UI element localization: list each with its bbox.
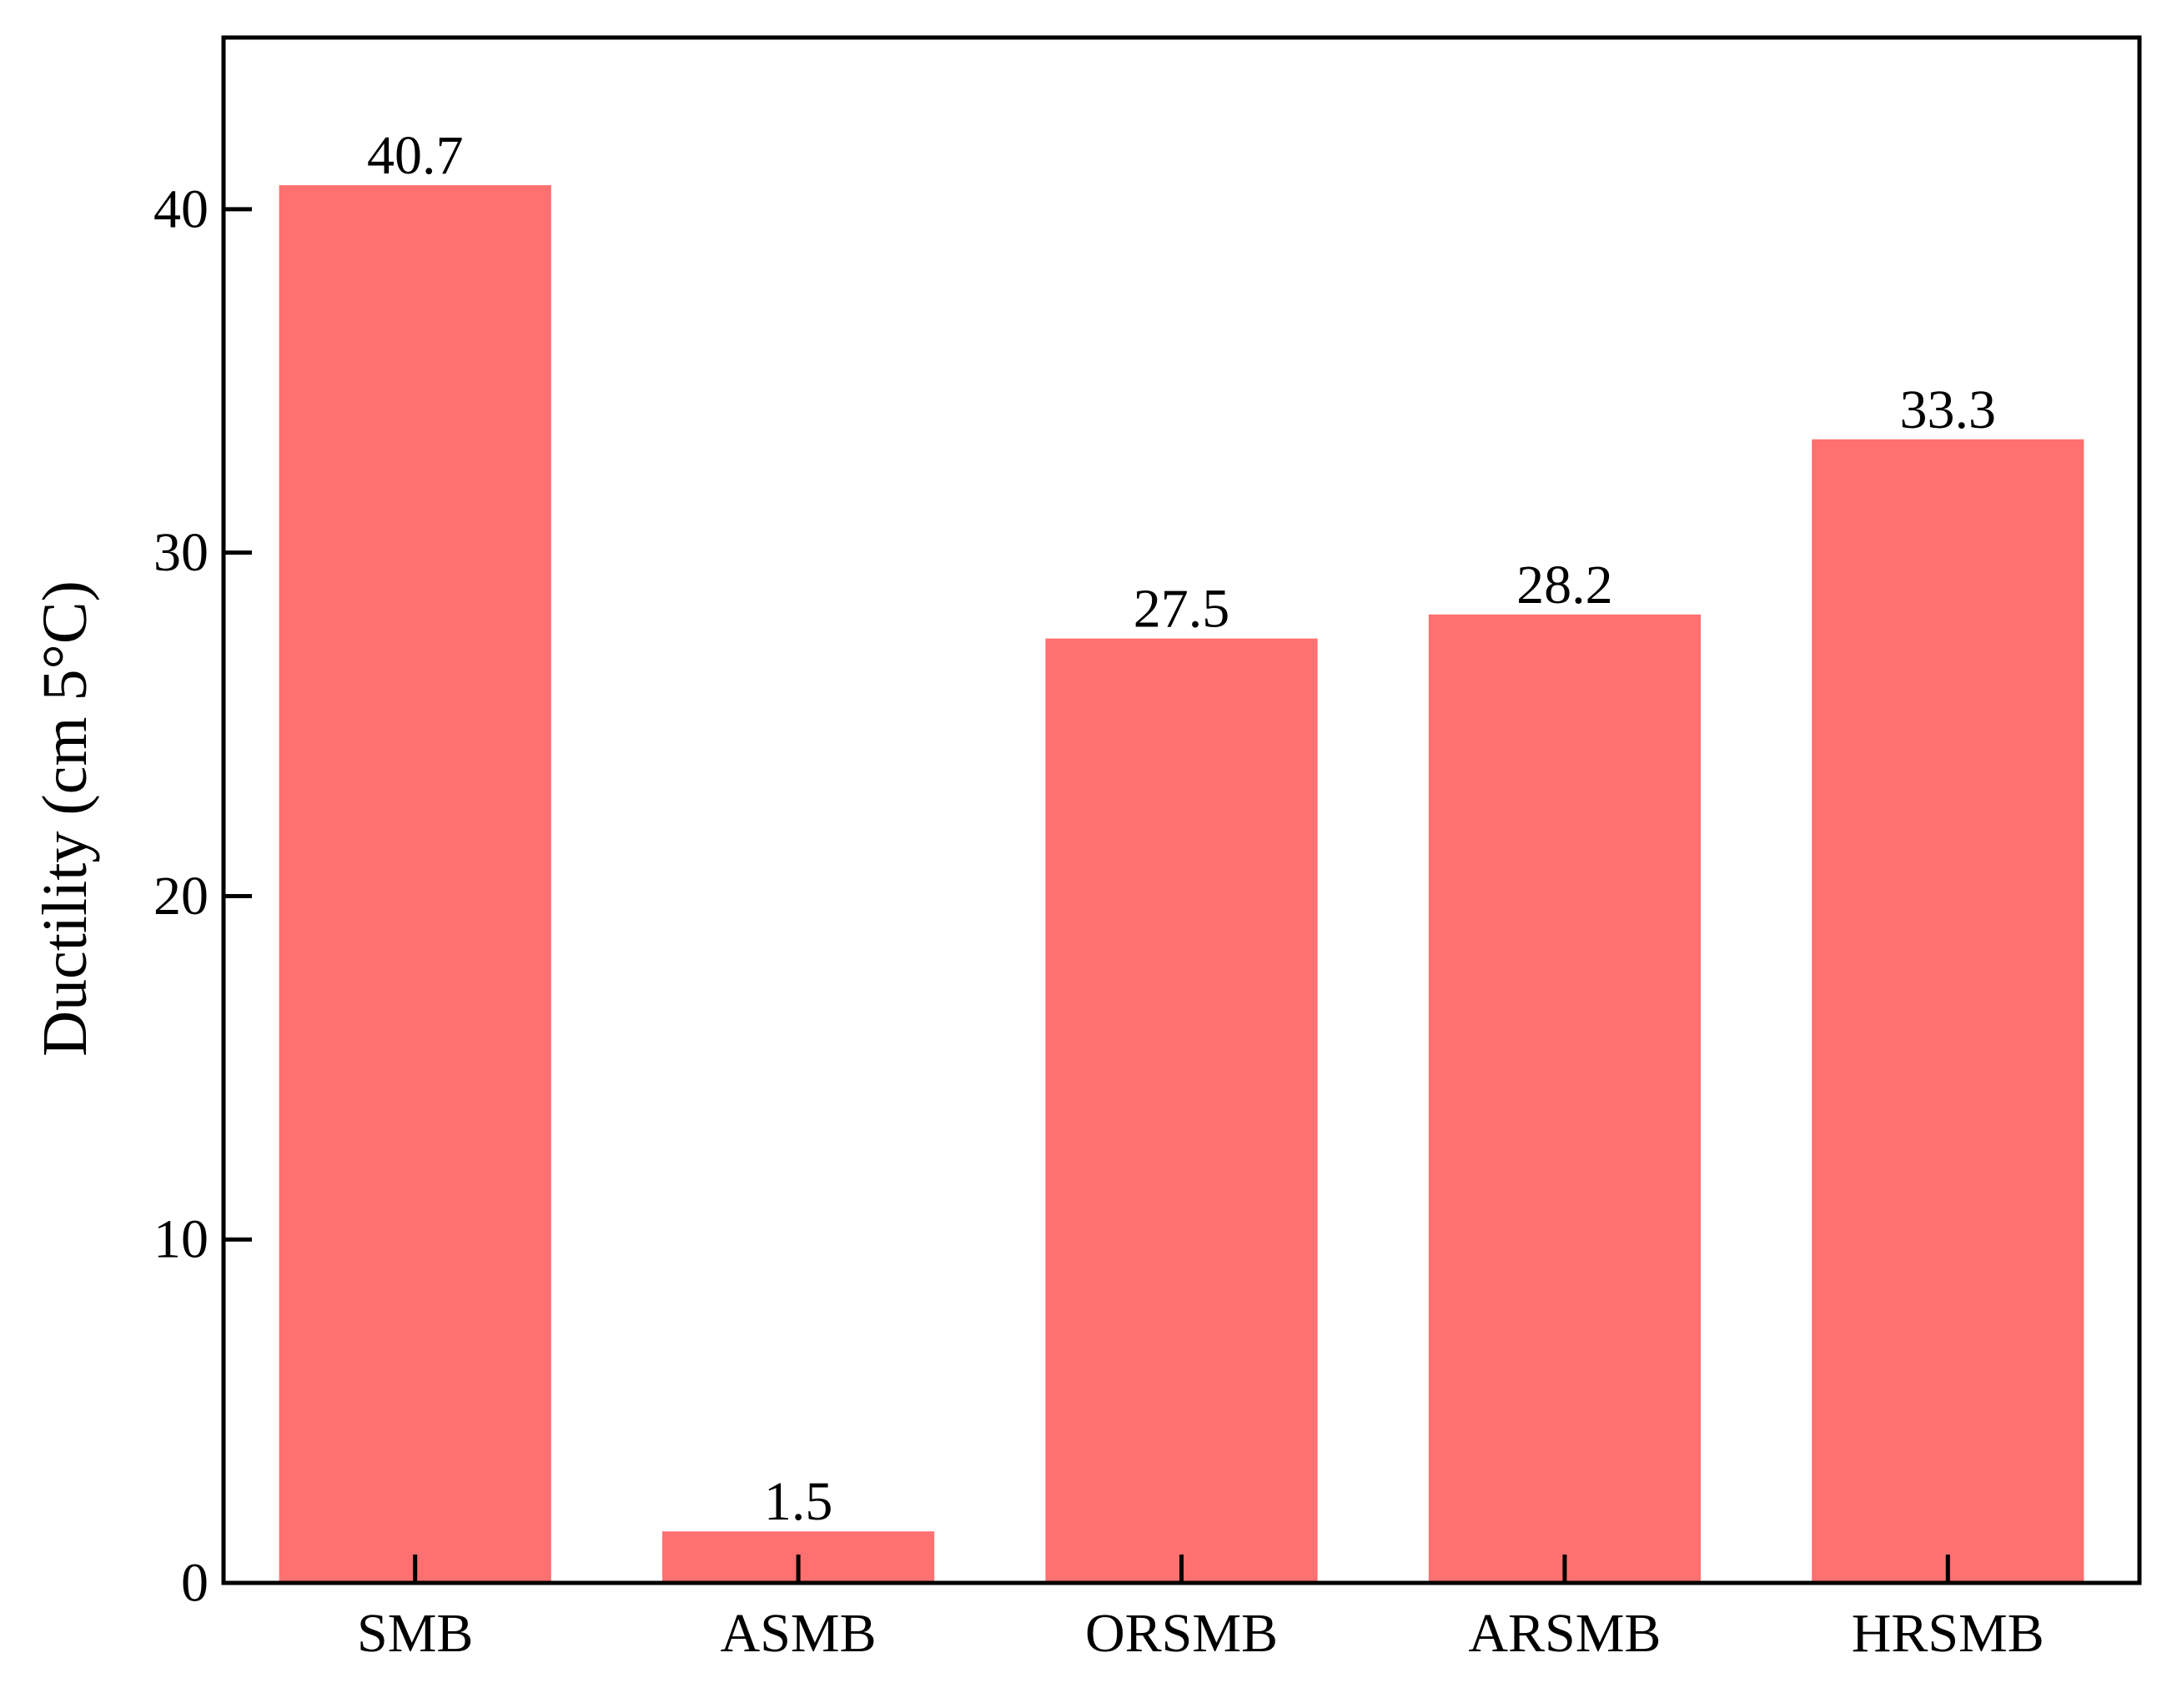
bar-orsmb xyxy=(1045,638,1318,1583)
data-label-orsmb: 27.5 xyxy=(1134,579,1230,640)
y-tick-label-0: 0 xyxy=(181,1553,209,1614)
x-tick-label-hrsmb: HRSMB xyxy=(1852,1603,2044,1664)
labels-layer: SMB 40.7 ASMB 1.5 ORSMB 27.5 ARSMB 28.2 HRSMB 33.… xyxy=(153,125,2044,1664)
bars-layer xyxy=(279,185,2084,1584)
y-tick-label-10: 10 xyxy=(153,1209,209,1270)
data-label-asmb: 1.5 xyxy=(764,1471,833,1532)
data-label-hrsmb: 33.3 xyxy=(1900,379,1997,440)
bar-smb xyxy=(279,185,551,1583)
x-tick-label-orsmb: ORSMB xyxy=(1085,1603,1278,1664)
data-label-arsmb: 28.2 xyxy=(1516,555,1613,615)
y-axis-title: Ductility (cm 5°C) xyxy=(30,580,100,1057)
y-tick-label-40: 40 xyxy=(153,178,209,239)
x-tick-label-smb: SMB xyxy=(357,1603,473,1664)
x-tick-label-arsmb: ARSMB xyxy=(1468,1603,1661,1664)
y-tick-label-20: 20 xyxy=(153,866,209,927)
data-label-smb: 40.7 xyxy=(367,125,464,186)
plot-frame xyxy=(221,35,2142,1585)
bar-hrsmb xyxy=(1812,439,2084,1583)
bar-arsmb xyxy=(1428,614,1701,1584)
x-tick-label-asmb: ASMB xyxy=(721,1603,877,1664)
y-tick-label-30: 30 xyxy=(153,522,209,583)
